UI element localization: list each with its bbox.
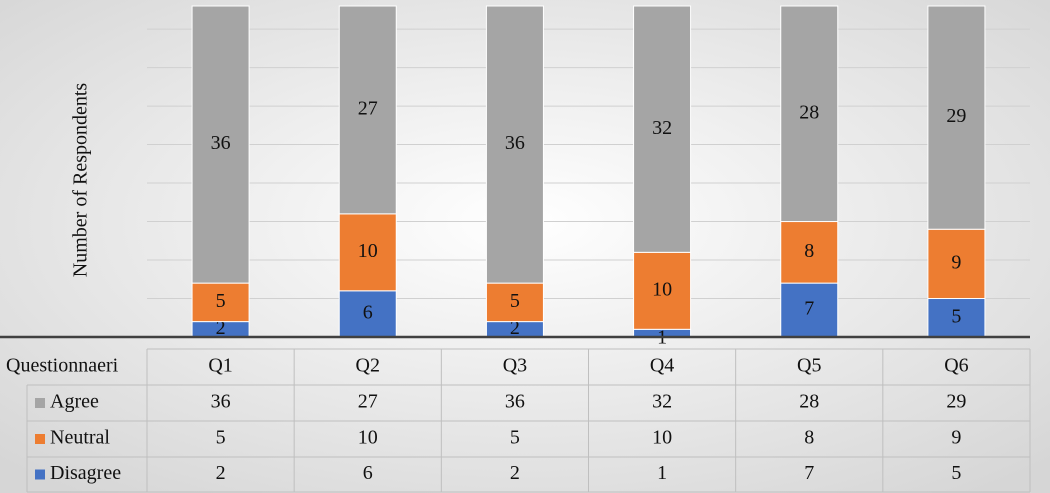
table-cell: 9 — [951, 427, 961, 449]
y-axis-title: Number of Respondents — [70, 83, 92, 278]
legend-swatch — [35, 434, 45, 444]
table-cell: 36 — [505, 391, 525, 413]
data-label: 36 — [211, 132, 231, 154]
table-cell: 29 — [946, 391, 966, 413]
table-cell: 1 — [657, 462, 667, 484]
bar-segment — [338, 5, 397, 215]
legend-swatch — [35, 469, 45, 480]
bar-segment — [927, 228, 986, 300]
data-label: 8 — [804, 240, 814, 262]
data-label: 2 — [216, 317, 226, 339]
bar-segment — [780, 221, 839, 284]
data-label: 10 — [358, 240, 378, 262]
table-cell: 5 — [216, 427, 226, 449]
data-label: 27 — [358, 98, 378, 120]
x-tick-label: Q1 — [208, 355, 232, 377]
data-label: 28 — [799, 101, 819, 123]
data-label: 32 — [652, 117, 672, 139]
bar-segment — [191, 282, 250, 323]
bar-segment — [633, 5, 692, 253]
table-cell: 10 — [652, 427, 672, 449]
table-cell: 2 — [216, 462, 226, 484]
data-label: 5 — [951, 305, 961, 327]
x-tick-label: Q3 — [503, 355, 527, 377]
x-tick-label: Q4 — [650, 355, 674, 377]
x-tick-label: Q5 — [797, 355, 821, 377]
data-label: 36 — [505, 132, 525, 154]
legend-label: Agree — [50, 391, 99, 413]
bar-segment — [633, 251, 692, 330]
data-label: 5 — [216, 290, 226, 312]
bar-segment — [780, 5, 839, 223]
data-label: 10 — [652, 278, 672, 300]
table-cell: 28 — [799, 391, 819, 413]
table-cell: 5 — [951, 462, 961, 484]
bar-segment — [338, 213, 397, 292]
legend-swatch — [35, 398, 45, 408]
data-label: 9 — [951, 251, 961, 273]
table-cell: 7 — [804, 462, 814, 484]
x-tick-label: Q6 — [944, 355, 968, 377]
table-cell: 5 — [510, 427, 520, 449]
x-tick-label: Q2 — [356, 355, 380, 377]
table-cell: 36 — [211, 391, 231, 413]
table-cell: 27 — [358, 391, 378, 413]
bar-segment — [485, 5, 544, 284]
bar-segment — [927, 5, 986, 230]
bar-segment — [191, 5, 250, 284]
data-label: 7 — [804, 298, 814, 320]
data-label: 6 — [363, 302, 373, 324]
legend-label: Disagree — [50, 462, 121, 484]
data-label: 5 — [510, 290, 520, 312]
data-label: 29 — [946, 105, 966, 127]
bar-segment — [485, 282, 544, 323]
legend-label: Neutral — [50, 427, 110, 449]
table-header: Questionnaeri — [6, 355, 119, 377]
table-cell: 32 — [652, 391, 672, 413]
table-cell: 6 — [363, 462, 373, 484]
table-cell: 10 — [358, 427, 378, 449]
bar-segment — [338, 290, 397, 338]
bar-segment — [780, 282, 839, 338]
table-cell: 2 — [510, 462, 520, 484]
table-cell: 8 — [804, 427, 814, 449]
data-label: 2 — [510, 317, 520, 339]
